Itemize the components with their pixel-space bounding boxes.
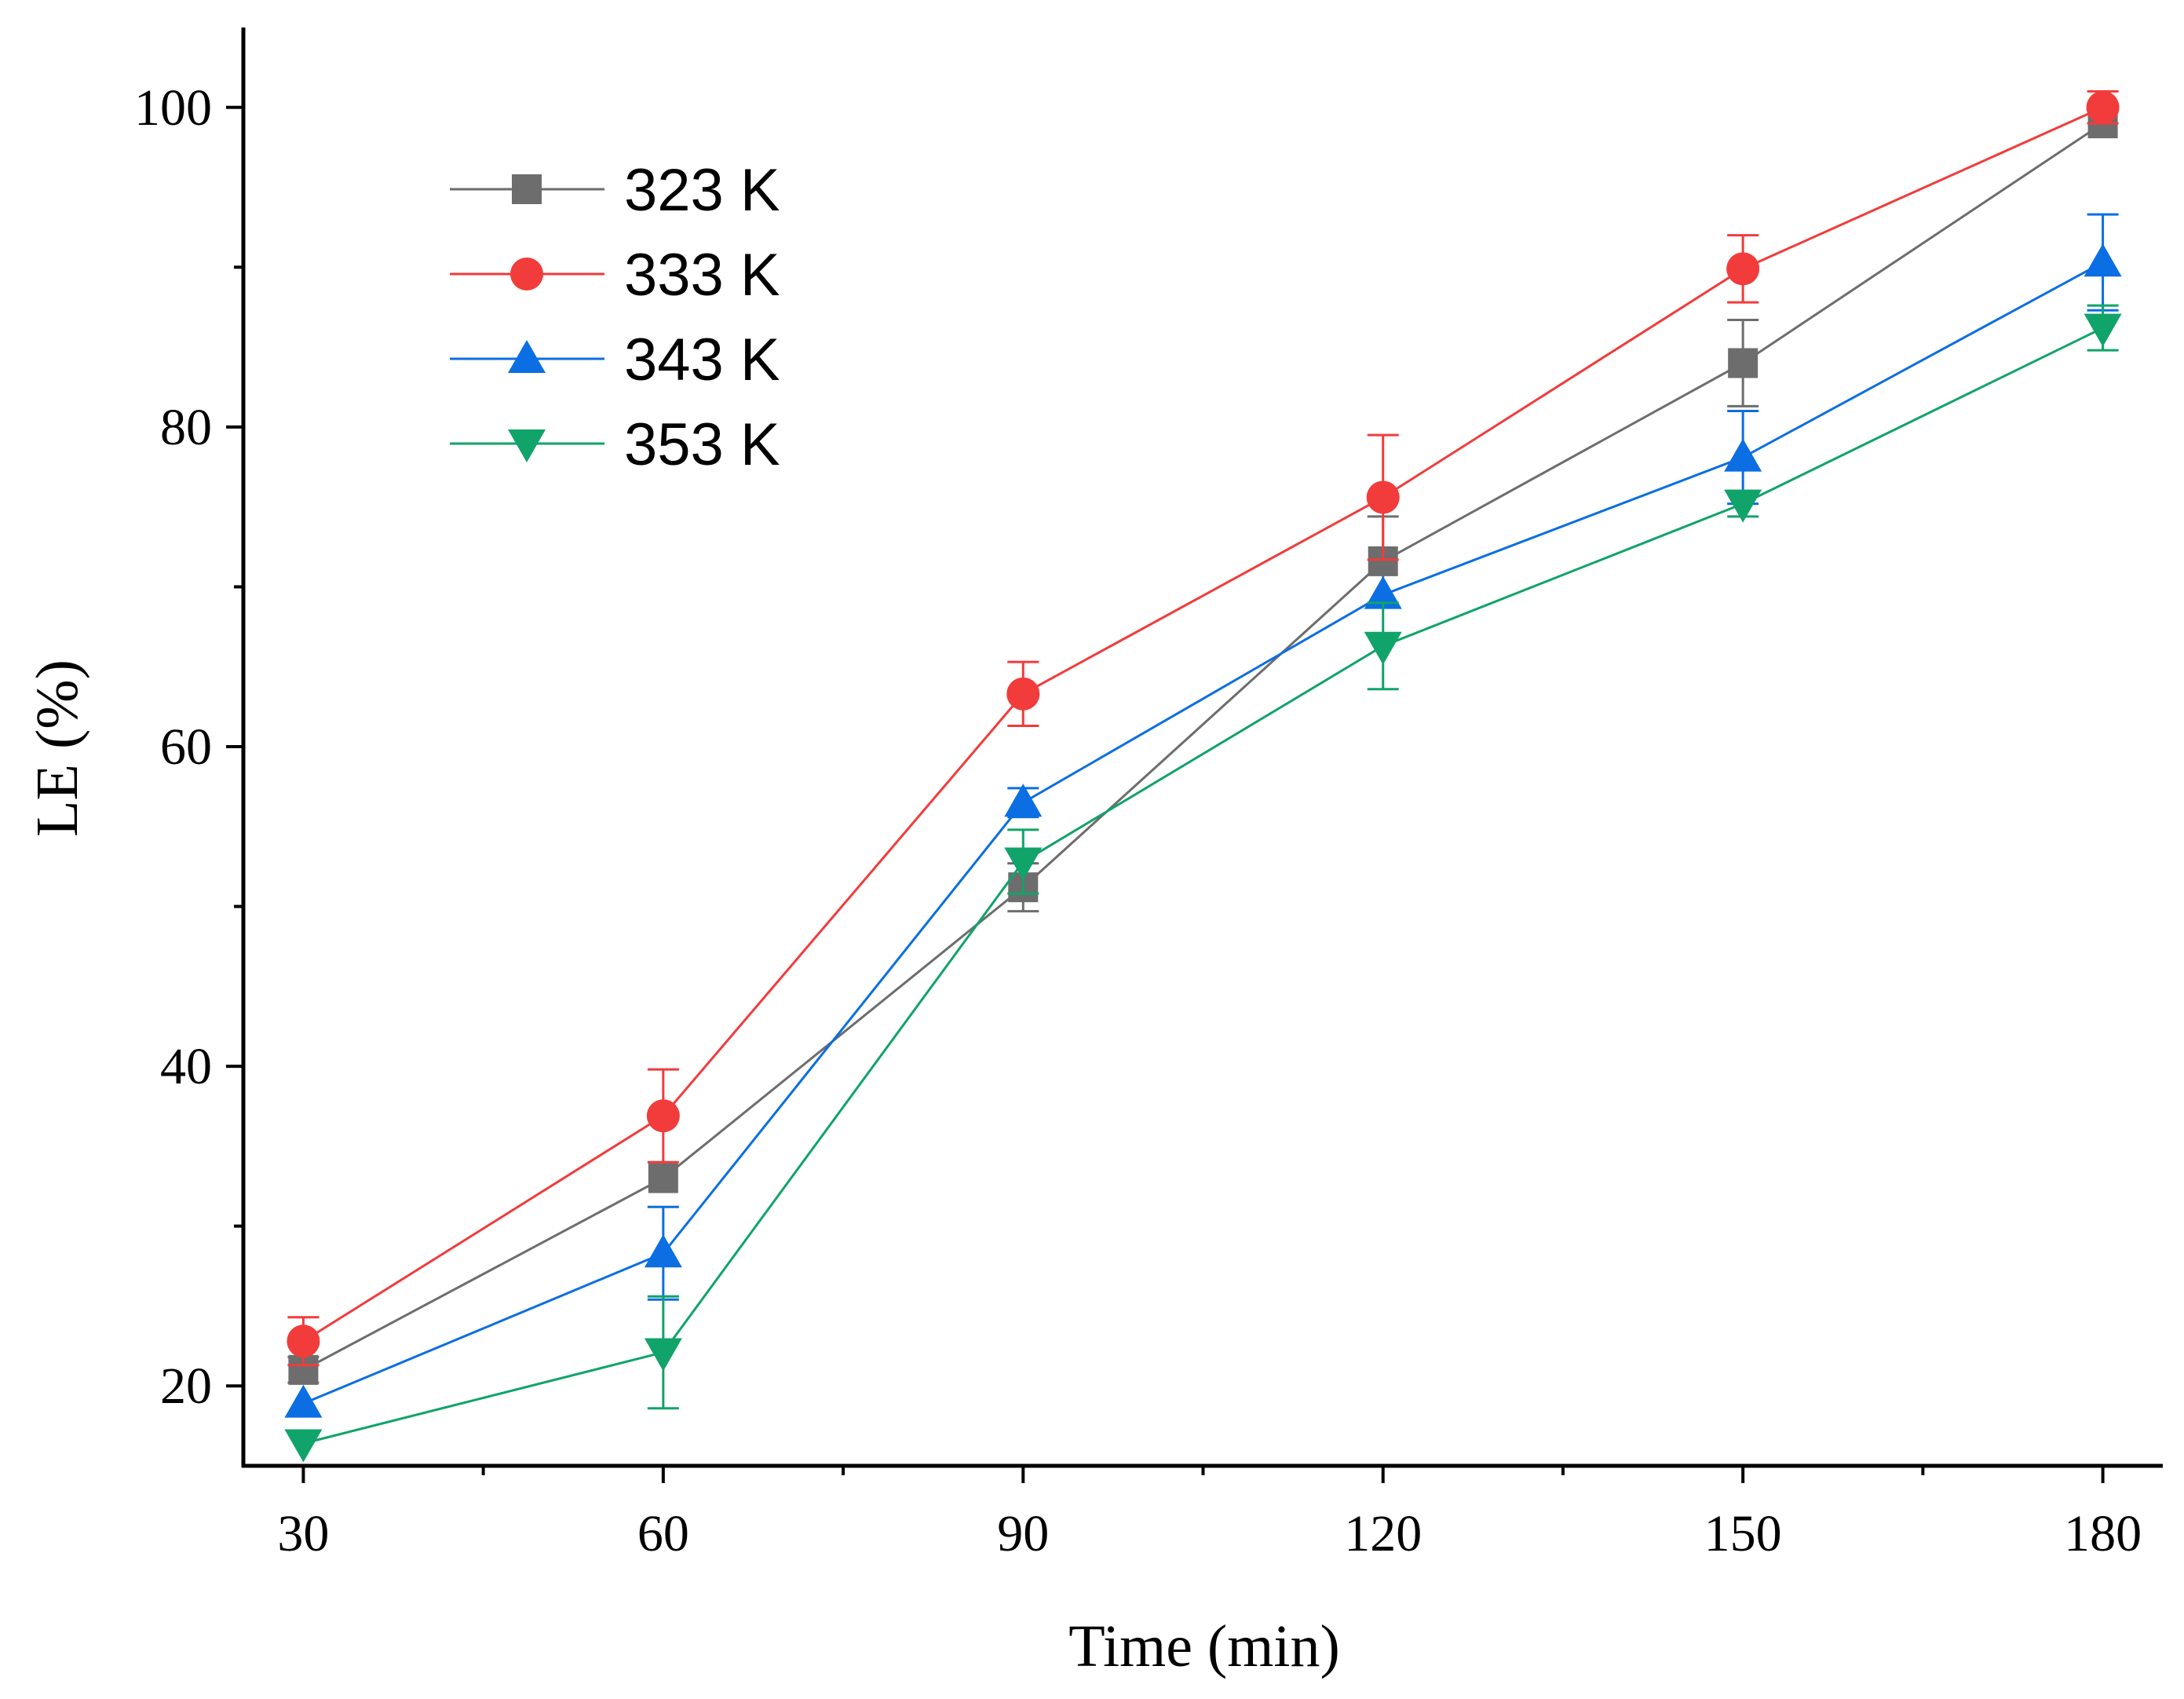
- legend-item: 323 K: [450, 157, 780, 224]
- data-point: [1724, 489, 1762, 523]
- data-point: [2086, 90, 2120, 124]
- legend-item: 333 K: [450, 242, 780, 309]
- x-tick-label: 30: [277, 1505, 329, 1562]
- legend-marker: [512, 174, 542, 204]
- x-tick-label: 180: [2064, 1505, 2142, 1562]
- series-343-k: [284, 213, 2122, 1418]
- series-353-k: [284, 304, 2122, 1463]
- data-point: [284, 1429, 323, 1463]
- data-point: [1726, 252, 1760, 286]
- legend-marker: [510, 258, 543, 290]
- data-point: [1006, 677, 1040, 711]
- legend-marker: [508, 340, 546, 373]
- y-tick-label: 80: [160, 399, 212, 456]
- legend-label: 343 K: [624, 327, 780, 393]
- data-point: [1004, 784, 1043, 817]
- y-tick-label: 100: [134, 79, 212, 137]
- data-point: [644, 1338, 682, 1372]
- data-point: [2084, 313, 2122, 347]
- x-tick-label: 60: [637, 1505, 689, 1562]
- data-point: [1364, 575, 1402, 609]
- data-point: [1364, 631, 1402, 665]
- series-line: [302, 106, 2104, 1343]
- data-point: [1366, 480, 1400, 514]
- legend-item: 343 K: [450, 327, 780, 393]
- series-line: [302, 261, 2104, 1405]
- series-333-k: [287, 90, 2120, 1367]
- legend-marker: [508, 429, 546, 462]
- x-tick-label: 150: [1704, 1505, 1782, 1562]
- data-point: [646, 1099, 680, 1133]
- x-tick-label: 90: [997, 1505, 1049, 1562]
- data-point: [1004, 847, 1043, 881]
- data-point: [648, 1163, 678, 1193]
- legend-label: 353 K: [624, 411, 780, 478]
- legend-item: 353 K: [450, 411, 780, 478]
- data-point: [284, 1384, 323, 1418]
- data-point: [2084, 243, 2122, 277]
- x-tick-label: 120: [1344, 1505, 1422, 1562]
- y-tick-label: 60: [160, 718, 212, 776]
- x-axis-title: Time (min): [1068, 1613, 1340, 1679]
- y-axis-title: LE (%): [24, 660, 90, 837]
- y-tick-label: 40: [160, 1038, 212, 1095]
- series-line: [303, 327, 2104, 1445]
- data-point: [644, 1234, 682, 1268]
- y-tick-label: 20: [160, 1357, 212, 1415]
- data-point: [1728, 348, 1759, 378]
- series-line: [302, 122, 2104, 1372]
- legend-label: 323 K: [624, 157, 780, 224]
- data-point: [1724, 438, 1762, 472]
- data-point: [287, 1324, 320, 1358]
- legend-label: 333 K: [624, 242, 780, 309]
